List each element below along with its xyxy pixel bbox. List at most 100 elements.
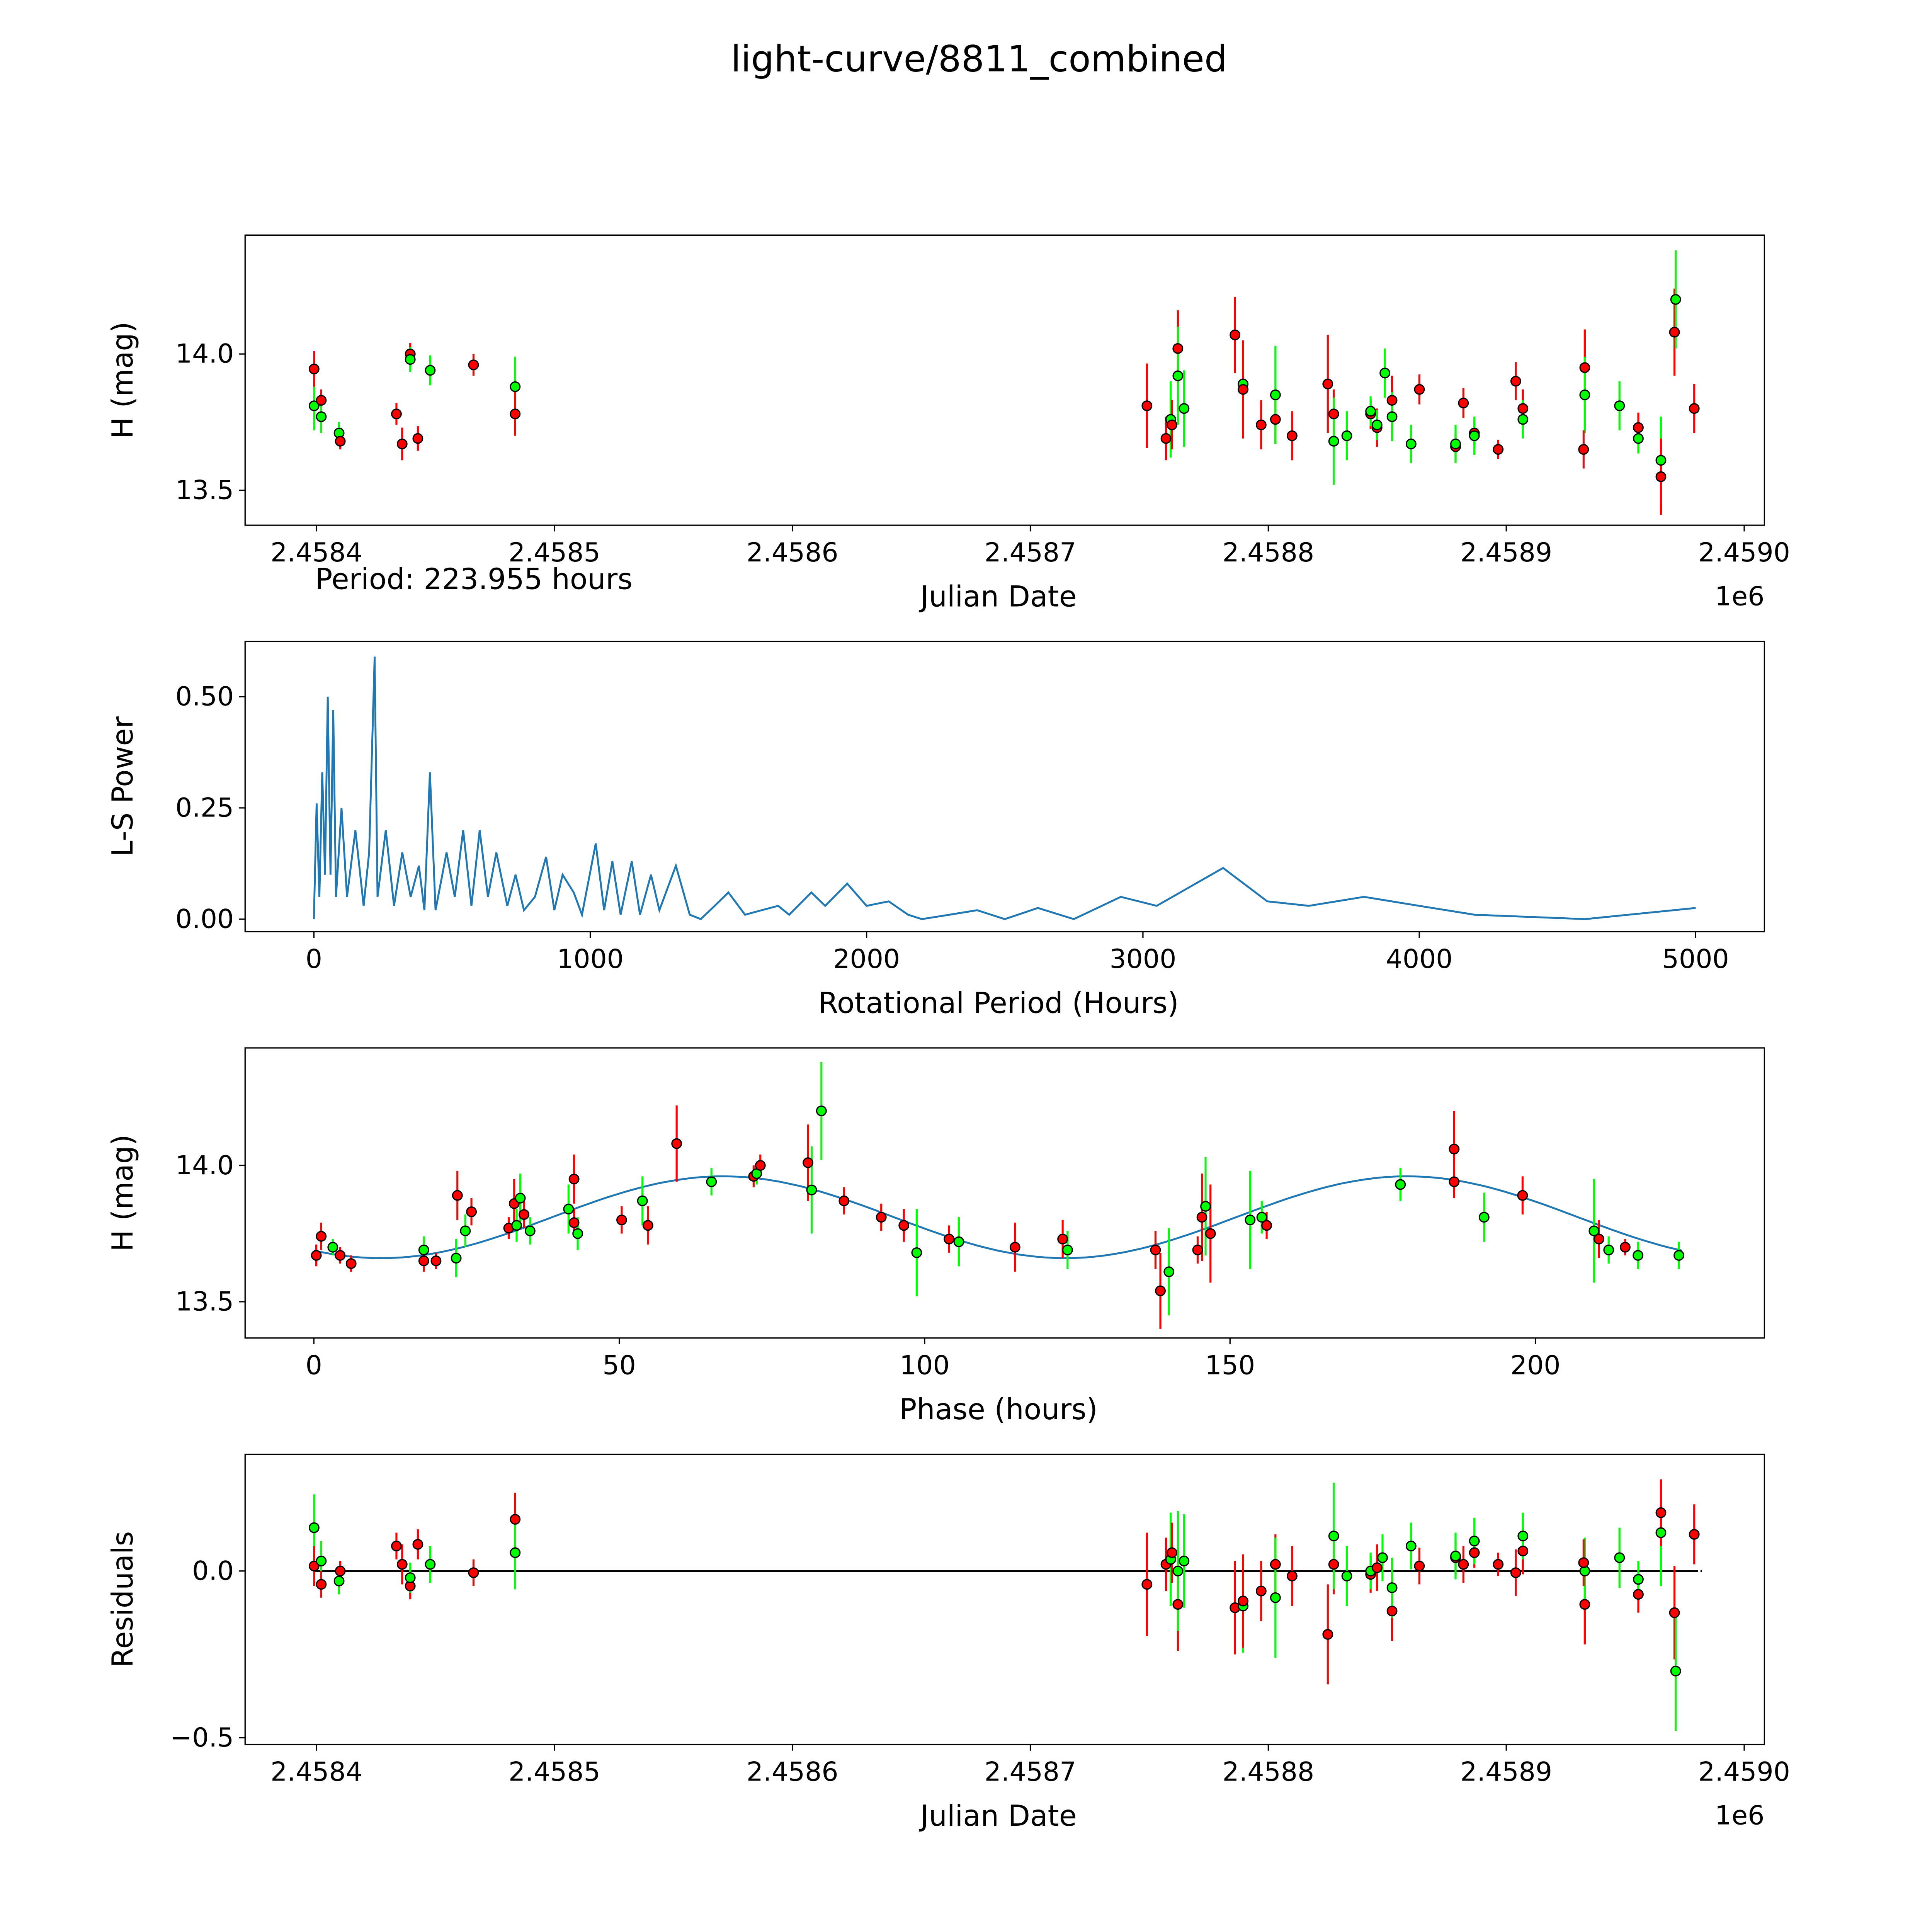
data-point [1414, 1560, 1425, 1571]
x-axis-label: Julian Date [919, 1799, 1077, 1833]
x-tick-label: 2.4586 [747, 1757, 838, 1787]
data-point [1588, 1225, 1600, 1236]
data-point [1160, 433, 1172, 444]
axes-frame [244, 641, 1765, 932]
data-point [1155, 1285, 1166, 1296]
data-point [1341, 1570, 1352, 1582]
x-tick-label: 200 [1510, 1350, 1561, 1381]
data-point [803, 1157, 813, 1168]
data-point [451, 1253, 462, 1264]
y-tick-label: 14.0 [175, 339, 234, 369]
data-point [1493, 1559, 1504, 1570]
data-point [1328, 408, 1339, 420]
data-point [316, 411, 327, 422]
data-point [1414, 384, 1425, 395]
data-point [876, 1212, 887, 1223]
data-point [1395, 1179, 1406, 1190]
data-point [1255, 1585, 1267, 1597]
data-point [405, 354, 416, 365]
data-point [1655, 455, 1667, 466]
data-point [316, 395, 327, 406]
data-point [1458, 398, 1469, 409]
data-point [1287, 430, 1298, 441]
data-point [316, 1231, 327, 1242]
data-point [1238, 1595, 1248, 1607]
y-tick-label: 0.25 [175, 793, 234, 823]
x-tick-label: 2.4587 [985, 1757, 1077, 1787]
data-point [1633, 1574, 1644, 1585]
data-point [642, 1220, 653, 1231]
data-point [1670, 294, 1681, 305]
axes-frame [244, 234, 1765, 526]
data-point [345, 1258, 357, 1269]
data-point [1328, 1559, 1339, 1570]
x-tick-label: 2.4590 [1698, 1757, 1790, 1787]
data-point [468, 1567, 479, 1578]
y-tick-label: 0.00 [175, 904, 234, 934]
data-point [1579, 389, 1590, 400]
data-point [519, 1209, 529, 1220]
x-offset-label: 1e6 [1715, 581, 1764, 612]
data-point [1062, 1244, 1073, 1255]
x-tick-label: 100 [900, 1350, 950, 1381]
data-point [515, 1192, 526, 1204]
data-point [316, 1579, 327, 1590]
data-point [1386, 411, 1398, 422]
data-point [1192, 1244, 1203, 1255]
axes-frame [244, 1454, 1765, 1745]
x-tick-label: 150 [1205, 1350, 1255, 1381]
data-point [755, 1160, 766, 1171]
data-point [1614, 400, 1625, 412]
data-point [466, 1206, 477, 1217]
x-tick-label: 2.4588 [1222, 1757, 1314, 1787]
data-point [1328, 1531, 1339, 1542]
data-point [524, 1225, 536, 1236]
x-tick-label: 2.4590 [1698, 537, 1790, 568]
x-tick-label: 2.4584 [270, 537, 362, 568]
data-point [1172, 370, 1184, 381]
data-point [838, 1195, 850, 1206]
data-point [391, 408, 402, 420]
x-tick-label: 0 [306, 1350, 322, 1381]
data-point [1205, 1228, 1216, 1239]
data-point [1322, 378, 1333, 389]
data-point [327, 1242, 338, 1253]
data-point [637, 1195, 648, 1206]
x-tick-label: 5000 [1662, 944, 1729, 975]
data-point [1578, 444, 1589, 455]
x-tick-label: 4000 [1386, 944, 1453, 975]
data-point [1386, 395, 1398, 406]
data-point [1633, 1589, 1644, 1600]
data-point [1322, 1629, 1333, 1640]
panel-phase-folded: 0 50 100 150 200 13.5 14.0 Phase (hours) H (mag) [106, 1047, 1765, 1426]
data-point [511, 1220, 522, 1231]
y-tick-label: −0.5 [170, 1723, 234, 1753]
data-point [396, 1559, 408, 1570]
x-tick-label: 2.4589 [1460, 537, 1552, 568]
x-tick-label: 50 [602, 1350, 636, 1381]
data-point [391, 1541, 402, 1551]
data-point [1377, 1552, 1388, 1563]
data-point [1450, 1551, 1461, 1561]
data-point [335, 1250, 346, 1261]
y-axis-label: H (mag) [106, 321, 139, 439]
data-point [1655, 471, 1667, 482]
data-point [1256, 1212, 1267, 1223]
data-point [1633, 422, 1644, 433]
data-point [1670, 1665, 1681, 1677]
x-tick-label: 2.4585 [509, 1757, 600, 1787]
data-point [1673, 1250, 1684, 1261]
data-point [1469, 1547, 1480, 1558]
data-point [953, 1236, 964, 1247]
data-point [1405, 439, 1417, 449]
x-tick-label: 2000 [833, 944, 900, 975]
y-axis-label: Residuals [106, 1531, 139, 1668]
data-point [425, 365, 436, 376]
data-point [1371, 419, 1383, 430]
data-point [1141, 400, 1153, 412]
x-tick-label: 0 [306, 944, 322, 975]
data-point [671, 1138, 682, 1149]
y-axis-label: L-S Power [106, 716, 139, 857]
x-offset-label: 1e6 [1715, 1801, 1764, 1831]
data-point [418, 1255, 429, 1267]
